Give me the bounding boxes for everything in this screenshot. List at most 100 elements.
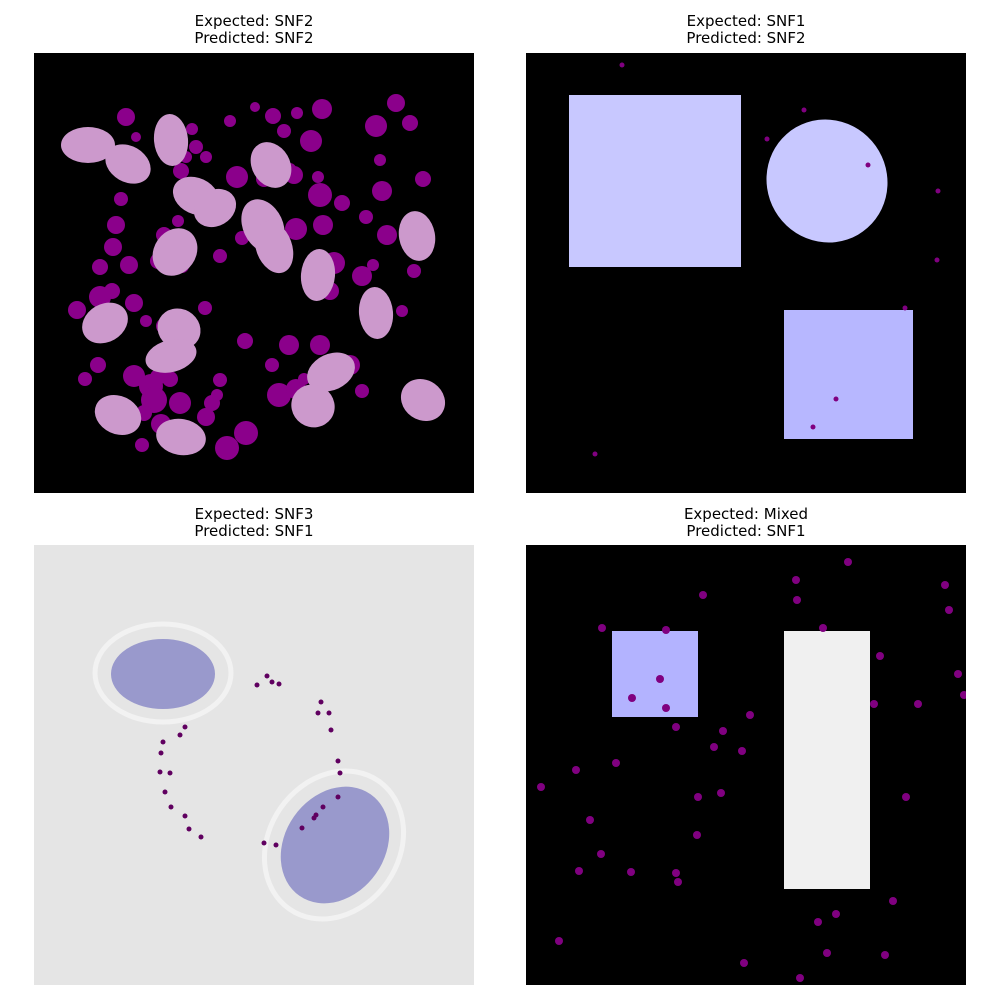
panel-4-dot (960, 691, 966, 699)
panel-1-dot (355, 384, 369, 398)
panel-4-dot (793, 596, 801, 604)
panel-1-svg (34, 53, 474, 493)
panel-3-dot (198, 834, 204, 840)
panel-1-dot (198, 301, 212, 315)
panel-4-image (526, 545, 966, 985)
panel-4-dot (746, 711, 754, 719)
panel-2-ellipse (766, 119, 888, 243)
panel-1-dot (215, 436, 239, 460)
panel-3-dot (335, 758, 341, 764)
panel-4-dot (598, 624, 606, 632)
panel-1-dot (313, 215, 333, 235)
panel-1-dot (237, 333, 253, 349)
panel-4-dot (555, 937, 563, 945)
panel-1-particle (82, 302, 128, 344)
panel-1-particle (300, 249, 336, 301)
panel-4-dot (597, 850, 605, 858)
panel-1-particle (254, 220, 294, 274)
panel-3-shell-2 (261, 768, 407, 922)
panel-1-dot (415, 171, 431, 187)
panel-3-dot (157, 769, 163, 775)
panel-4-dot (628, 694, 636, 702)
panel-3-dot (158, 750, 164, 756)
panel-1-dot (402, 115, 418, 131)
panel-1-dot (172, 215, 184, 227)
panel-4-dot (796, 974, 804, 982)
panel-1-particle (94, 395, 142, 435)
panel-1-dot (234, 421, 258, 445)
panel-1-dot (310, 335, 330, 355)
panel-1-particle (152, 228, 198, 276)
panel-4-dot (710, 743, 718, 751)
panel-4-dot (656, 675, 664, 683)
panel-4-dot (941, 581, 949, 589)
panel-1-dot (78, 372, 92, 386)
panel-1-dot (279, 335, 299, 355)
panel-4-background (526, 545, 966, 985)
panel-1-dot (396, 305, 408, 317)
panel-3-dot (315, 710, 321, 716)
panel-3-dot (261, 840, 267, 846)
panel-3-dot (320, 804, 326, 810)
panel-1-dot (68, 301, 86, 319)
panel-4-dot (902, 793, 910, 801)
panel-3-dot (182, 813, 188, 819)
panel-1-dot (291, 107, 303, 119)
panel-2-dot (801, 107, 807, 113)
panel-1-image (34, 53, 474, 493)
panel-4-dot (699, 591, 707, 599)
panel-4-rectangle (784, 631, 870, 889)
panel-1-particle (398, 211, 436, 261)
panel-2-svg (526, 53, 966, 493)
panel-1-dot (224, 115, 236, 127)
panel-1-dot (300, 130, 322, 152)
panel-1-particle (153, 114, 189, 166)
panel-3-dot (318, 699, 324, 705)
panel-1-dot (89, 286, 111, 308)
panel-4-dot (738, 747, 746, 755)
panel-4-dot (586, 816, 594, 824)
panel-1-particle (193, 188, 237, 228)
panel-3-dot (167, 770, 173, 776)
panel-1-dot (352, 266, 372, 286)
panel-4-dot (823, 949, 831, 957)
panel-1-dot (104, 238, 122, 256)
panel-3-dot (273, 842, 279, 848)
panel-1-dot (377, 225, 397, 245)
panel-1-dot (169, 392, 191, 414)
panel-1-dot (131, 132, 141, 142)
panel-1-dot (186, 123, 198, 135)
panel-4-title: Expected: Mixed Predicted: SNF1 (526, 506, 966, 540)
panel-4-dot (832, 910, 840, 918)
panel-3-expected-label: Expected: SNF3 (194, 505, 314, 523)
panel-2-dot (619, 62, 625, 68)
panel-4-dot (881, 951, 889, 959)
panel-1-dot (189, 140, 203, 154)
panel-1-dot (372, 181, 392, 201)
panel-3-dot (269, 679, 275, 685)
panel-4-dot (914, 700, 922, 708)
panel-1-dot (92, 259, 108, 275)
panel-4-dot (819, 624, 827, 632)
panel-4-dot (537, 783, 545, 791)
panel-3-title: Expected: SNF3 Predicted: SNF1 (34, 506, 474, 540)
panel-3-dot (264, 673, 270, 679)
panel-3-background (34, 545, 474, 985)
panel-1-dot (387, 94, 405, 112)
panel-1-dot (117, 108, 135, 126)
panel-3-dot (328, 727, 334, 733)
panel-3-particle-1 (111, 639, 215, 709)
panel-3-dot (182, 724, 188, 730)
panel-1-dot (407, 264, 421, 278)
panel-1-dot (90, 357, 106, 373)
panel-4-dot (627, 868, 635, 876)
panel-3-dot (177, 732, 183, 738)
panel-1-dot (213, 373, 227, 387)
panel-2-dot (935, 188, 941, 194)
panel-2-dot (865, 162, 871, 168)
panel-4-dot (717, 789, 725, 797)
panel-1-dot (265, 358, 279, 372)
panel-1-dot (120, 256, 138, 274)
panel-1-particle (156, 418, 206, 456)
panel-1-title: Expected: SNF2 Predicted: SNF2 (34, 13, 474, 47)
